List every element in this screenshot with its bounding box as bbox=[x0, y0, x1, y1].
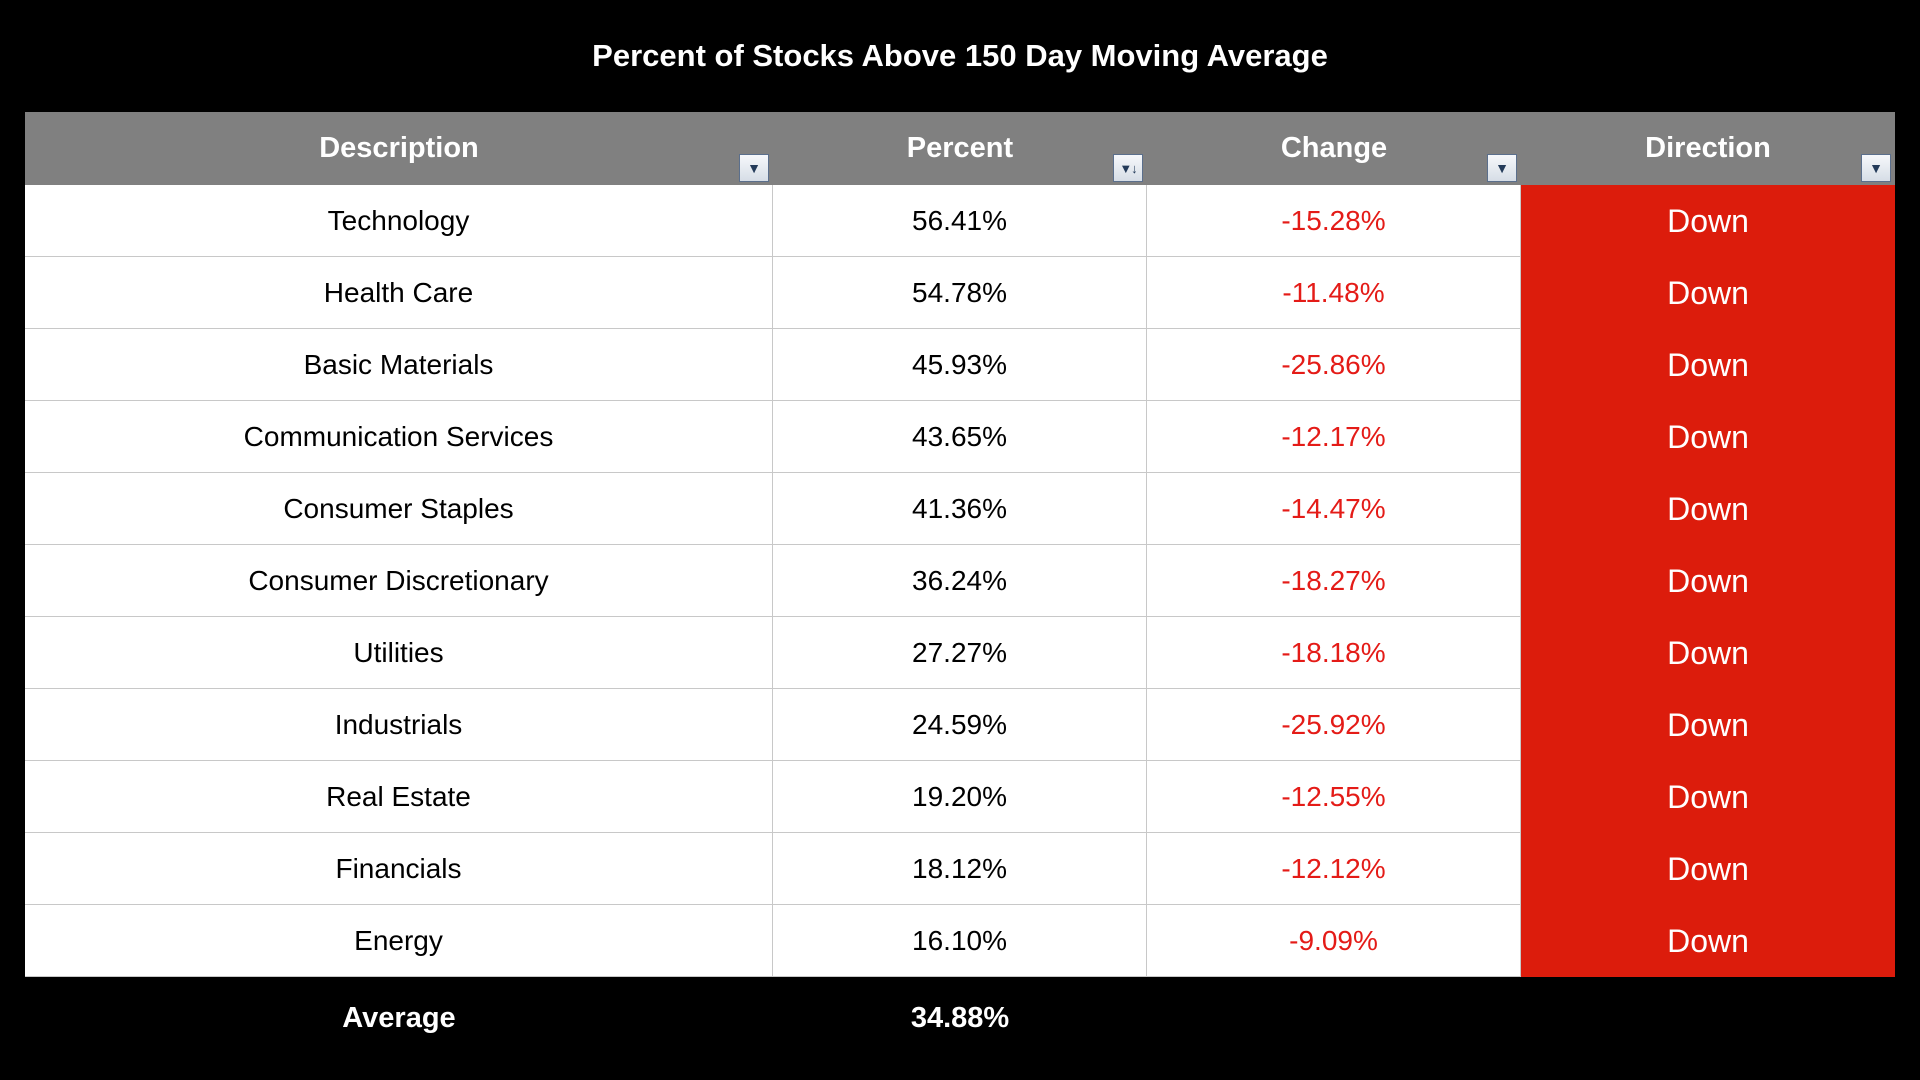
table-row[interactable]: Financials 18.12% -12.12% Down bbox=[25, 833, 1895, 905]
column-header-percent: Percent ▼↓ bbox=[773, 112, 1147, 185]
cell-direction[interactable]: Down bbox=[1521, 473, 1895, 545]
cell-direction[interactable]: Down bbox=[1521, 401, 1895, 473]
cell-percent[interactable]: 45.93% bbox=[773, 329, 1147, 401]
cell-percent[interactable]: 56.41% bbox=[773, 185, 1147, 257]
table-body: Technology 56.41% -15.28% Down Health Care 54… bbox=[25, 185, 1895, 977]
cell-percent[interactable]: 19.20% bbox=[773, 761, 1147, 833]
table-row[interactable]: Consumer Discretionary 36.24% -18.27% Down bbox=[25, 545, 1895, 617]
cell-description[interactable]: Consumer Discretionary bbox=[25, 545, 773, 617]
cell-percent[interactable]: 18.12% bbox=[773, 833, 1147, 905]
direction-filter-dropdown-icon[interactable]: ▼ bbox=[1861, 154, 1891, 182]
cell-description[interactable]: Financials bbox=[25, 833, 773, 905]
cell-direction[interactable]: Down bbox=[1521, 545, 1895, 617]
cell-direction[interactable]: Down bbox=[1521, 905, 1895, 977]
cell-direction[interactable]: Down bbox=[1521, 833, 1895, 905]
cell-direction[interactable]: Down bbox=[1521, 329, 1895, 401]
cell-change[interactable]: -25.92% bbox=[1147, 689, 1521, 761]
cell-change[interactable]: -11.48% bbox=[1147, 257, 1521, 329]
average-row: Average 34.88% bbox=[25, 977, 1895, 1059]
table-row[interactable]: Basic Materials 45.93% -25.86% Down bbox=[25, 329, 1895, 401]
cell-change[interactable]: -18.18% bbox=[1147, 617, 1521, 689]
sector-table: Description ▼ Percent ▼↓ Change ▼ Direct… bbox=[25, 112, 1895, 1059]
cell-change[interactable]: -25.86% bbox=[1147, 329, 1521, 401]
cell-description[interactable]: Technology bbox=[25, 185, 773, 257]
cell-change[interactable]: -12.55% bbox=[1147, 761, 1521, 833]
cell-percent[interactable]: 43.65% bbox=[773, 401, 1147, 473]
column-header-direction-label: Direction bbox=[1645, 132, 1771, 164]
cell-description[interactable]: Energy bbox=[25, 905, 773, 977]
cell-change[interactable]: -18.27% bbox=[1147, 545, 1521, 617]
cell-direction[interactable]: Down bbox=[1521, 257, 1895, 329]
percent-sort-descending-filter-icon[interactable]: ▼↓ bbox=[1113, 154, 1143, 182]
column-header-change-label: Change bbox=[1280, 132, 1388, 164]
column-header-direction: Direction ▼ bbox=[1521, 112, 1895, 185]
cell-description[interactable]: Health Care bbox=[25, 257, 773, 329]
column-header-description-label: Description bbox=[319, 132, 479, 164]
average-change-empty bbox=[1147, 977, 1521, 1059]
table-title: Percent of Stocks Above 150 Day Moving A… bbox=[592, 38, 1328, 73]
cell-description[interactable]: Consumer Staples bbox=[25, 473, 773, 545]
cell-direction[interactable]: Down bbox=[1521, 761, 1895, 833]
average-label: Average bbox=[342, 1001, 456, 1034]
column-header-change: Change ▼ bbox=[1147, 112, 1521, 185]
table-header-row: Description ▼ Percent ▼↓ Change ▼ Direct… bbox=[25, 112, 1895, 185]
table-row[interactable]: Real Estate 19.20% -12.55% Down bbox=[25, 761, 1895, 833]
table-row[interactable]: Health Care 54.78% -11.48% Down bbox=[25, 257, 1895, 329]
column-header-percent-label: Percent bbox=[906, 132, 1014, 164]
cell-description[interactable]: Real Estate bbox=[25, 761, 773, 833]
cell-description[interactable]: Industrials bbox=[25, 689, 773, 761]
column-header-description: Description ▼ bbox=[25, 112, 773, 185]
cell-change[interactable]: -15.28% bbox=[1147, 185, 1521, 257]
table-row[interactable]: Technology 56.41% -15.28% Down bbox=[25, 185, 1895, 257]
table-row[interactable]: Industrials 24.59% -25.92% Down bbox=[25, 689, 1895, 761]
cell-description[interactable]: Communication Services bbox=[25, 401, 773, 473]
description-filter-dropdown-icon[interactable]: ▼ bbox=[739, 154, 769, 182]
cell-direction[interactable]: Down bbox=[1521, 617, 1895, 689]
cell-description[interactable]: Basic Materials bbox=[25, 329, 773, 401]
table-row[interactable]: Consumer Staples 41.36% -14.47% Down bbox=[25, 473, 1895, 545]
cell-percent[interactable]: 36.24% bbox=[773, 545, 1147, 617]
cell-change[interactable]: -12.17% bbox=[1147, 401, 1521, 473]
table-row[interactable]: Utilities 27.27% -18.18% Down bbox=[25, 617, 1895, 689]
cell-change[interactable]: -12.12% bbox=[1147, 833, 1521, 905]
cell-percent[interactable]: 24.59% bbox=[773, 689, 1147, 761]
table-row[interactable]: Communication Services 43.65% -12.17% Down bbox=[25, 401, 1895, 473]
cell-direction[interactable]: Down bbox=[1521, 689, 1895, 761]
cell-percent[interactable]: 27.27% bbox=[773, 617, 1147, 689]
change-filter-dropdown-icon[interactable]: ▼ bbox=[1487, 154, 1517, 182]
table-row[interactable]: Energy 16.10% -9.09% Down bbox=[25, 905, 1895, 977]
cell-percent[interactable]: 54.78% bbox=[773, 257, 1147, 329]
average-percent-value: 34.88% bbox=[910, 1001, 1010, 1034]
cell-percent[interactable]: 41.36% bbox=[773, 473, 1147, 545]
cell-percent[interactable]: 16.10% bbox=[773, 905, 1147, 977]
cell-direction[interactable]: Down bbox=[1521, 185, 1895, 257]
cell-description[interactable]: Utilities bbox=[25, 617, 773, 689]
average-direction-empty bbox=[1521, 977, 1895, 1059]
cell-change[interactable]: -14.47% bbox=[1147, 473, 1521, 545]
cell-change[interactable]: -9.09% bbox=[1147, 905, 1521, 977]
